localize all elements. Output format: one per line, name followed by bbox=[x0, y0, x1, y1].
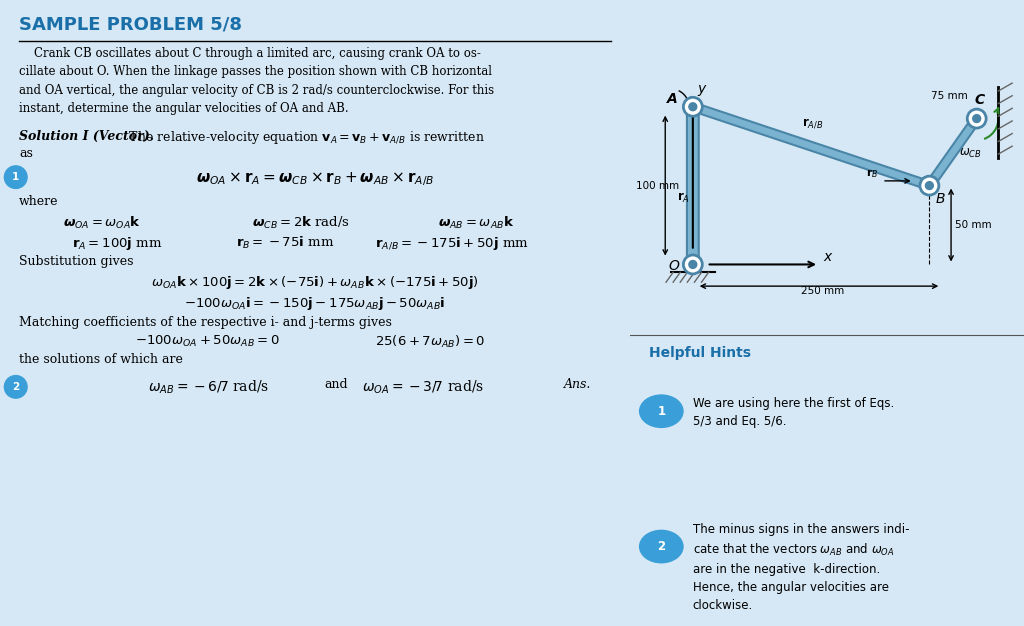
Circle shape bbox=[683, 255, 702, 274]
Text: 2: 2 bbox=[657, 540, 666, 553]
Text: $\boldsymbol{\omega}_{AB} = \omega_{AB}\mathbf{k}$: $\boldsymbol{\omega}_{AB} = \omega_{AB}\… bbox=[437, 215, 514, 232]
Text: The relative-velocity equation $\mathbf{v}_A = \mathbf{v}_B + \mathbf{v}_{A/B}$ : The relative-velocity equation $\mathbf{… bbox=[121, 130, 484, 146]
Text: $\mathbf{r}_{A/B}$: $\mathbf{r}_{A/B}$ bbox=[803, 116, 824, 130]
Polygon shape bbox=[926, 116, 980, 188]
Circle shape bbox=[689, 103, 696, 111]
Text: Solution I (Vector).: Solution I (Vector). bbox=[18, 130, 154, 143]
Text: $\omega_{CB}$: $\omega_{CB}$ bbox=[958, 147, 982, 160]
Text: Ans.: Ans. bbox=[563, 378, 591, 391]
Text: A: A bbox=[667, 92, 678, 106]
Text: $\boldsymbol{\omega}_{CB} = 2\mathbf{k}$ rad/s: $\boldsymbol{\omega}_{CB} = 2\mathbf{k}$… bbox=[252, 215, 350, 232]
Text: where: where bbox=[18, 195, 58, 208]
Text: $\boldsymbol{\omega}_{OA} = \omega_{OA}\mathbf{k}$: $\boldsymbol{\omega}_{OA} = \omega_{OA}\… bbox=[63, 215, 141, 232]
Text: C: C bbox=[975, 93, 985, 106]
Text: $\mathbf{r}_A$: $\mathbf{r}_A$ bbox=[677, 192, 690, 205]
Text: Helpful Hints: Helpful Hints bbox=[649, 347, 752, 361]
Circle shape bbox=[689, 260, 696, 269]
Text: 2: 2 bbox=[12, 382, 19, 392]
Circle shape bbox=[4, 166, 27, 188]
Text: 250 mm: 250 mm bbox=[802, 286, 845, 296]
Text: SAMPLE PROBLEM 5/8: SAMPLE PROBLEM 5/8 bbox=[18, 16, 242, 34]
Circle shape bbox=[640, 530, 683, 563]
Text: $-100\omega_{OA}\mathbf{i} = -150\mathbf{j} - 175\omega_{AB}\mathbf{j} - 50\omeg: $-100\omega_{OA}\mathbf{i} = -150\mathbf… bbox=[184, 295, 445, 312]
Text: $-100\omega_{OA} + 50\omega_{AB} = 0$: $-100\omega_{OA} + 50\omega_{AB} = 0$ bbox=[135, 334, 280, 349]
Text: the solutions of which are: the solutions of which are bbox=[18, 353, 182, 366]
Text: 1: 1 bbox=[657, 405, 666, 418]
Text: 100 mm: 100 mm bbox=[636, 181, 679, 190]
Circle shape bbox=[683, 97, 702, 116]
Text: $\omega_{OA} = -3/7$ rad/s: $\omega_{OA} = -3/7$ rad/s bbox=[362, 378, 484, 396]
Text: $\boldsymbol{\omega}_{OA} \times \mathbf{r}_A = \boldsymbol{\omega}_{CB} \times : $\boldsymbol{\omega}_{OA} \times \mathbf… bbox=[196, 170, 434, 188]
Circle shape bbox=[926, 182, 933, 190]
Text: 75 mm: 75 mm bbox=[932, 91, 968, 101]
Text: $\omega_{OA}\mathbf{k} \times 100\mathbf{j} = 2\mathbf{k} \times (-75\mathbf{i}): $\omega_{OA}\mathbf{k} \times 100\mathbf… bbox=[151, 274, 479, 291]
Text: O: O bbox=[669, 259, 679, 274]
Text: Crank CB oscillates about C through a limited arc, causing crank OA to os-
cilla: Crank CB oscillates about C through a li… bbox=[18, 47, 494, 115]
Text: $\mathbf{r}_B = -75\mathbf{i}$ mm: $\mathbf{r}_B = -75\mathbf{i}$ mm bbox=[237, 235, 335, 252]
FancyBboxPatch shape bbox=[687, 103, 698, 268]
Text: 50 mm: 50 mm bbox=[955, 220, 991, 230]
Text: x: x bbox=[823, 250, 831, 264]
Text: The minus signs in the answers indi-
cate that the vectors $\omega_{AB}$ and $\o: The minus signs in the answers indi- cat… bbox=[693, 523, 909, 612]
Text: We are using here the first of Eqs.
5/3 and Eq. 5/6.: We are using here the first of Eqs. 5/3 … bbox=[693, 396, 894, 428]
Circle shape bbox=[4, 376, 27, 398]
Text: Substitution gives: Substitution gives bbox=[18, 255, 133, 269]
Text: Matching coefficients of the respective i- and j-terms gives: Matching coefficients of the respective … bbox=[18, 316, 392, 329]
Text: as: as bbox=[18, 147, 33, 160]
Circle shape bbox=[920, 176, 939, 195]
Text: $\omega_{AB} = -6/7$ rad/s: $\omega_{AB} = -6/7$ rad/s bbox=[148, 378, 269, 396]
Circle shape bbox=[968, 109, 986, 128]
Text: $25(6 + 7\omega_{AB}) = 0$: $25(6 + 7\omega_{AB}) = 0$ bbox=[375, 334, 485, 351]
Text: and: and bbox=[325, 378, 348, 391]
Circle shape bbox=[973, 115, 981, 123]
Text: $\mathbf{r}_B$: $\mathbf{r}_B$ bbox=[865, 167, 879, 180]
Text: $\mathbf{r}_A = 100\mathbf{j}$ mm: $\mathbf{r}_A = 100\mathbf{j}$ mm bbox=[73, 235, 163, 252]
Text: $\mathbf{r}_{A/B} = -175\mathbf{i} + 50\mathbf{j}$ mm: $\mathbf{r}_{A/B} = -175\mathbf{i} + 50\… bbox=[375, 235, 528, 252]
Text: B: B bbox=[935, 192, 945, 207]
Circle shape bbox=[640, 395, 683, 428]
Text: y: y bbox=[697, 82, 706, 96]
Text: 1: 1 bbox=[12, 172, 19, 182]
Polygon shape bbox=[691, 103, 931, 190]
